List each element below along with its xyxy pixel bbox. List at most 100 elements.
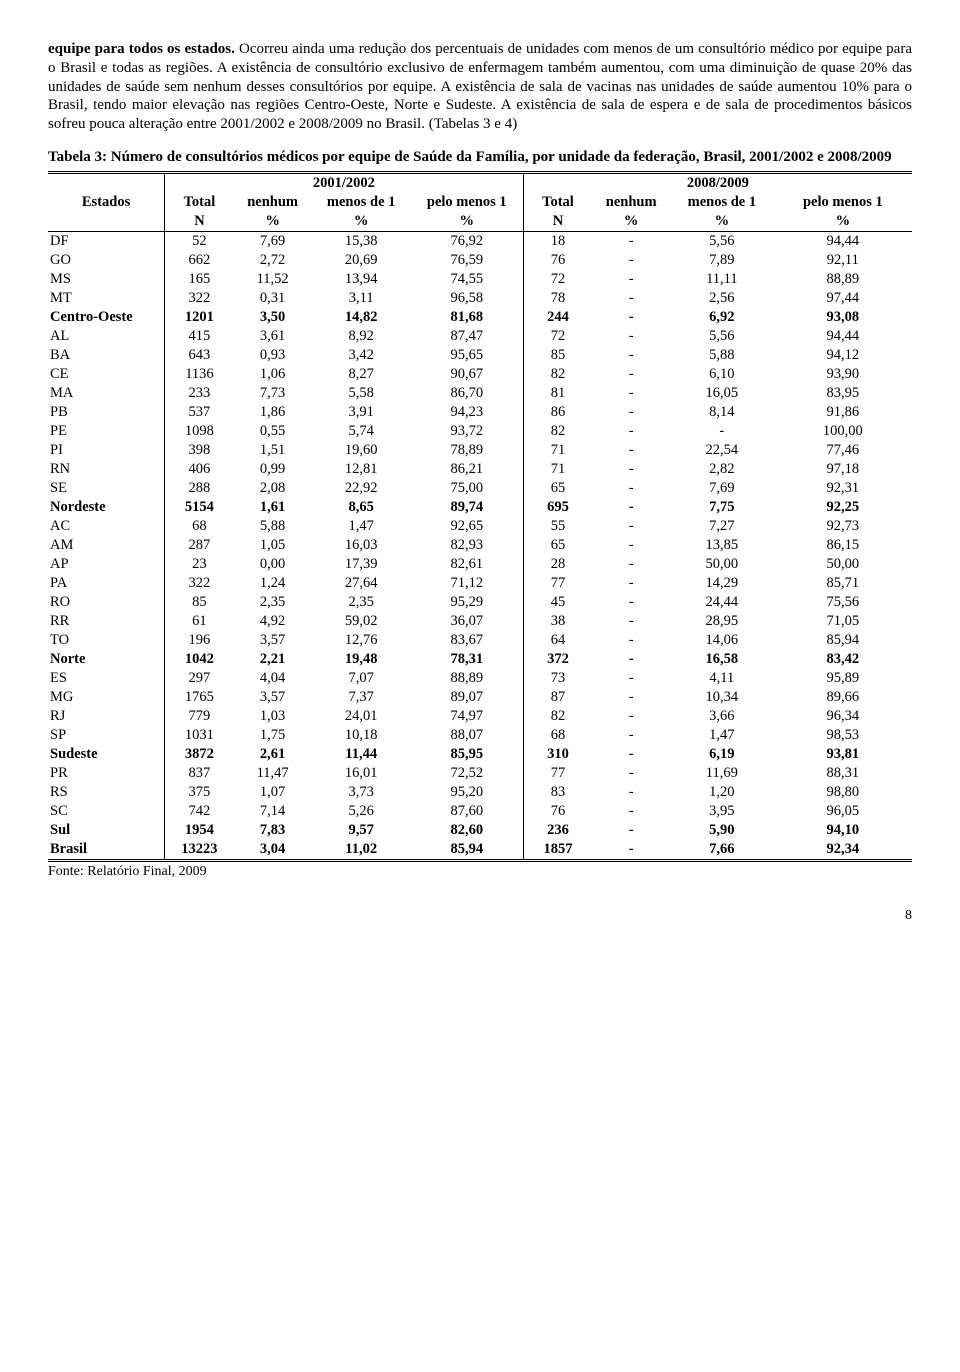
table-cell: 78,89 (411, 441, 523, 460)
table-cell: 27,64 (311, 574, 410, 593)
table-source: Fonte: Relatório Final, 2009 (48, 864, 912, 880)
col-total: Total (523, 193, 592, 212)
table-cell: 5,56 (670, 231, 774, 251)
table-cell: 415 (165, 327, 234, 346)
table-cell: PE (48, 422, 165, 441)
table-cell: Centro-Oeste (48, 308, 165, 327)
table-cell: 22,92 (311, 479, 410, 498)
table-cell: Nordeste (48, 498, 165, 517)
table-row: Norte10422,2119,4878,31372-16,5883,42 (48, 650, 912, 669)
table-row: AM2871,0516,0382,9365-13,8586,15 (48, 536, 912, 555)
table-cell: PB (48, 403, 165, 422)
table-cell: 12,81 (311, 460, 410, 479)
table-cell: 1,86 (234, 403, 312, 422)
table-cell: - (592, 365, 670, 384)
col-menos1: menos de 1 (670, 193, 774, 212)
table-cell: 4,11 (670, 669, 774, 688)
table-cell: 74,97 (411, 707, 523, 726)
table-cell: - (592, 327, 670, 346)
table-cell: - (592, 460, 670, 479)
table-cell: 96,58 (411, 289, 523, 308)
table-cell: 78 (523, 289, 592, 308)
table-cell: 97,18 (774, 460, 912, 479)
table-cell: 5,88 (234, 517, 312, 536)
table-row: PB5371,863,9194,2386-8,1491,86 (48, 403, 912, 422)
table-cell: AP (48, 555, 165, 574)
table-cell: 7,83 (234, 821, 312, 840)
table-row: CE11361,068,2790,6782-6,1093,90 (48, 365, 912, 384)
table-cell: 23 (165, 555, 234, 574)
unit-pct: % (411, 212, 523, 232)
table-cell: 77 (523, 764, 592, 783)
table-cell: 55 (523, 517, 592, 536)
table-row: AP230,0017,3982,6128-50,0050,00 (48, 555, 912, 574)
table-cell: 398 (165, 441, 234, 460)
table-cell: 2,08 (234, 479, 312, 498)
table-cell: 81 (523, 384, 592, 403)
table-cell: - (592, 707, 670, 726)
table-cell: 2,56 (670, 289, 774, 308)
table-cell: 96,34 (774, 707, 912, 726)
table-row: MS16511,5213,9474,5572-11,1188,89 (48, 270, 912, 289)
table-cell: 16,05 (670, 384, 774, 403)
table-cell: 89,07 (411, 688, 523, 707)
table-cell: 90,67 (411, 365, 523, 384)
table-cell: 322 (165, 574, 234, 593)
table-cell: 77,46 (774, 441, 912, 460)
table-cell: - (592, 346, 670, 365)
table-cell: AC (48, 517, 165, 536)
table-cell: 93,81 (774, 745, 912, 764)
table-cell: 96,05 (774, 802, 912, 821)
table-cell: 91,86 (774, 403, 912, 422)
table-row: RJ7791,0324,0174,9782-3,6696,34 (48, 707, 912, 726)
col-pelo1: pelo menos 1 (774, 193, 912, 212)
table-cell: 78,31 (411, 650, 523, 669)
table-cell: - (592, 764, 670, 783)
table-cell: 83,67 (411, 631, 523, 650)
table-cell: 94,44 (774, 231, 912, 251)
table-row: SP10311,7510,1888,0768-1,4798,53 (48, 726, 912, 745)
table-cell: - (592, 555, 670, 574)
table-cell: 1042 (165, 650, 234, 669)
table-cell: 68 (165, 517, 234, 536)
table-cell: - (592, 308, 670, 327)
table-cell: 11,44 (311, 745, 410, 764)
table-cell: 742 (165, 802, 234, 821)
table-cell: 86,21 (411, 460, 523, 479)
table-cell: 45 (523, 593, 592, 612)
table-row: Nordeste51541,618,6589,74695-7,7592,25 (48, 498, 912, 517)
table-cell: 93,08 (774, 308, 912, 327)
table-cell: 1857 (523, 840, 592, 861)
table-cell: 233 (165, 384, 234, 403)
table-cell: 89,74 (411, 498, 523, 517)
table-cell: - (592, 669, 670, 688)
table-cell: 93,90 (774, 365, 912, 384)
table-cell: 86 (523, 403, 592, 422)
table-cell: - (592, 840, 670, 861)
table-cell: 10,18 (311, 726, 410, 745)
table-cell: 87,47 (411, 327, 523, 346)
table-cell: PA (48, 574, 165, 593)
table-cell: 38 (523, 612, 592, 631)
table-cell: 3,57 (234, 631, 312, 650)
col-pelo1: pelo menos 1 (411, 193, 523, 212)
unit-n: N (523, 212, 592, 232)
table-cell: - (592, 574, 670, 593)
table-cell: 95,20 (411, 783, 523, 802)
table-cell: 97,44 (774, 289, 912, 308)
table-cell: 7,69 (670, 479, 774, 498)
table-cell: 3,57 (234, 688, 312, 707)
table-cell: - (592, 479, 670, 498)
table-row: SE2882,0822,9275,0065-7,6992,31 (48, 479, 912, 498)
table-row: MT3220,313,1196,5878-2,5697,44 (48, 289, 912, 308)
table-cell: 61 (165, 612, 234, 631)
table-cell: 2,72 (234, 251, 312, 270)
table-cell: 695 (523, 498, 592, 517)
table-cell: Sudeste (48, 745, 165, 764)
table-cell: - (592, 612, 670, 631)
body-paragraph: equipe para todos os estados. Ocorreu ai… (48, 40, 912, 134)
table-cell: - (592, 726, 670, 745)
table-cell: 13,94 (311, 270, 410, 289)
table-cell: 65 (523, 536, 592, 555)
table-cell: 24,44 (670, 593, 774, 612)
